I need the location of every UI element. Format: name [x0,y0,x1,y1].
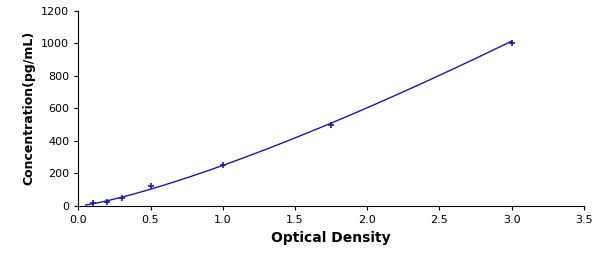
Y-axis label: Concentration(pg/mL): Concentration(pg/mL) [22,31,36,185]
X-axis label: Optical Density: Optical Density [272,230,391,244]
